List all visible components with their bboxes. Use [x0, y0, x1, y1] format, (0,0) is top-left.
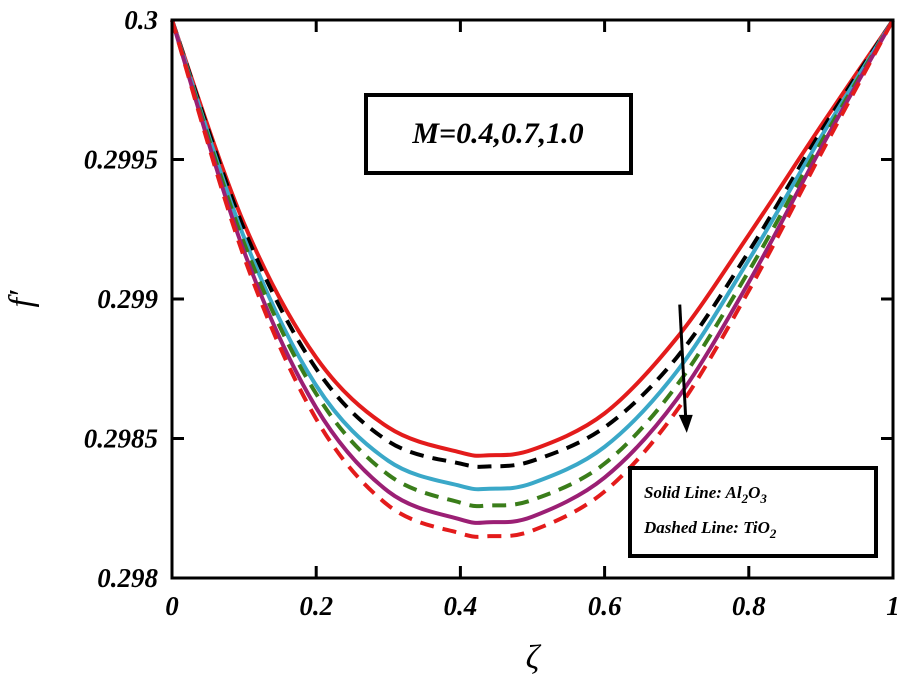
annotation-box: M=0.4,0.7,1.0 [364, 93, 633, 175]
series-line-2 [170, 18, 895, 469]
legend-dashed-prefix: Dashed Line: TiO [643, 518, 770, 537]
legend-solid-entry: Solid Line: Al2O3 [644, 483, 767, 506]
x-tick-label: 0.4 [444, 591, 478, 621]
series-line-5 [170, 19, 895, 525]
annotation-text: M=0.4,0.7,1.0 [411, 117, 583, 150]
legend-solid-sub1: 2 [741, 491, 749, 506]
x-tick-label: 0.2 [299, 591, 333, 621]
x-tick-label: 1 [886, 591, 900, 621]
legend-solid-mid: O [748, 483, 760, 502]
tick-layer: 0 0.2 0.4 0.6 0.8 1 0.298 0.2985 0.299 0.2995 0.3 [84, 5, 900, 621]
x-tick-label: 0.6 [588, 591, 622, 621]
y-tick-label: 0.3 [124, 5, 158, 35]
legend-solid-sub2: 3 [759, 491, 767, 506]
legend-solid-prefix: Solid Line: Al [644, 483, 742, 502]
annotation-frame [364, 93, 633, 175]
x-tick-label: 0.8 [732, 591, 766, 621]
y-tick-label: 0.299 [97, 284, 158, 314]
series-line-1 [170, 18, 895, 458]
series-line-3 [170, 18, 895, 492]
arrow-shaft [678, 304, 688, 419]
legend-frame [628, 466, 878, 558]
trend-arrow [678, 304, 693, 433]
y-tick-label: 0.2985 [84, 424, 158, 454]
x-tick-label: 0 [165, 591, 179, 621]
x-axis-title: ζ [526, 639, 542, 676]
arrow-head [678, 414, 693, 433]
y-tick-label: 0.298 [97, 563, 158, 593]
legend: Solid Line: Al2O3 Dashed Line: TiO2 [628, 466, 878, 558]
legend-dashed-sub: 2 [769, 526, 777, 541]
series-line-6 [170, 19, 895, 539]
y-axis-title: f′ [3, 290, 40, 307]
y-tick-label: 0.2995 [84, 145, 158, 175]
series-line-4 [170, 18, 895, 509]
series-layer [170, 18, 895, 539]
legend-dashed-entry: Dashed Line: TiO2 [643, 518, 777, 541]
